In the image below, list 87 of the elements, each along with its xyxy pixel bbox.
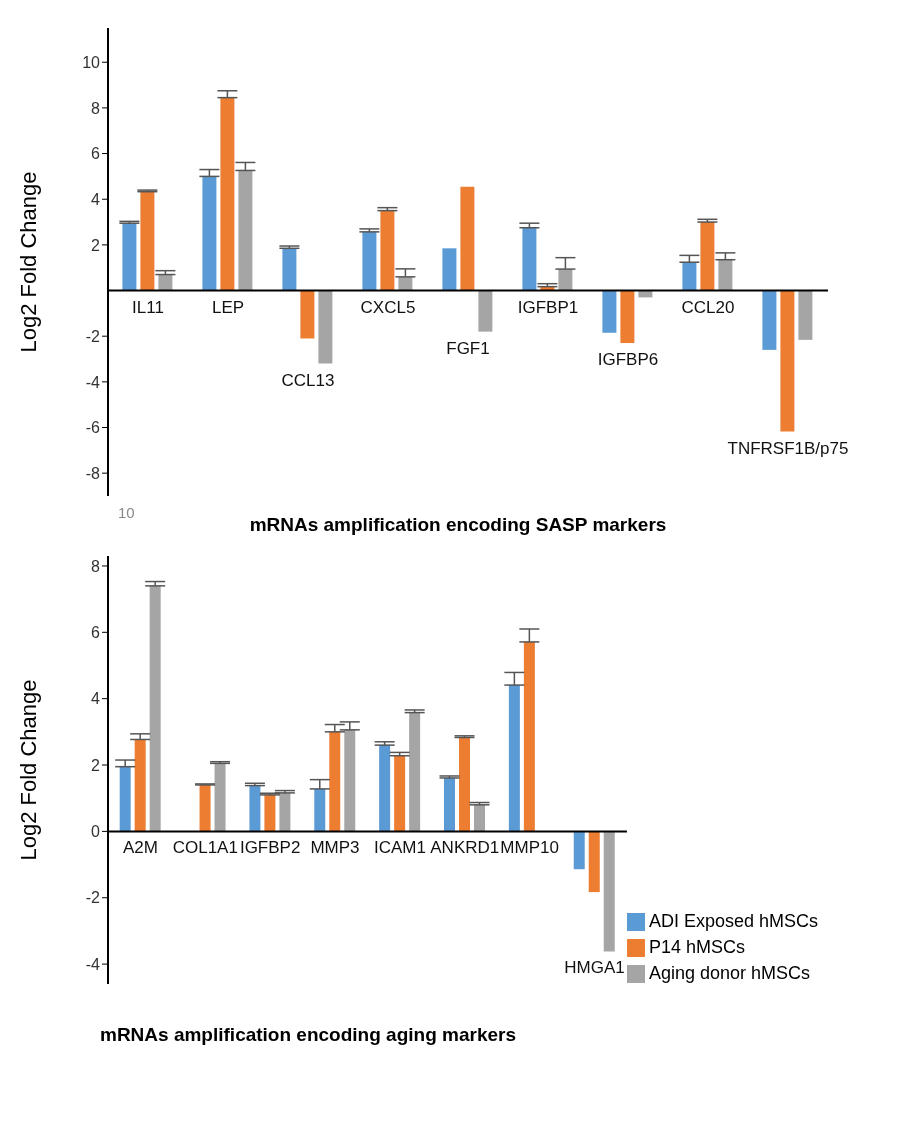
x-tick-label: FGF1 bbox=[446, 338, 490, 358]
x-tick-label: LEP bbox=[211, 297, 245, 317]
legend-label: Aging donor hMSCs bbox=[648, 963, 811, 983]
bar bbox=[134, 739, 146, 832]
bar bbox=[478, 290, 493, 332]
y-axis-title: Log2 Fold Change bbox=[15, 171, 41, 353]
bar bbox=[264, 794, 276, 832]
bar bbox=[314, 788, 326, 832]
x-tick-label: IGFBP2 bbox=[239, 838, 301, 858]
y-tick-label: 2 bbox=[91, 236, 101, 254]
bar bbox=[459, 737, 470, 832]
bar bbox=[603, 831, 615, 952]
bar bbox=[249, 785, 261, 832]
bar bbox=[460, 186, 475, 291]
text: 10 bbox=[118, 504, 135, 521]
y-tick-label: 4 bbox=[91, 190, 101, 208]
bar bbox=[119, 766, 131, 832]
y-tick-label: 6 bbox=[91, 145, 101, 163]
x-tick-label: MMP10 bbox=[500, 838, 559, 858]
bar bbox=[379, 745, 391, 832]
bar bbox=[523, 641, 535, 832]
x-tick-label: IGFBP6 bbox=[597, 350, 659, 370]
bar bbox=[329, 731, 341, 832]
bar bbox=[214, 763, 226, 832]
y-tick-label: 8 bbox=[91, 99, 101, 117]
y-tick-label: -8 bbox=[85, 464, 101, 482]
bar bbox=[238, 170, 253, 291]
text: mRNAs amplification encoding SASP markers bbox=[249, 514, 667, 535]
y-axis-title: Log2 Fold Change bbox=[15, 679, 41, 861]
bar bbox=[380, 210, 395, 291]
x-tick-label: ICAM1 bbox=[373, 838, 426, 858]
y-tick-label: 10 bbox=[82, 53, 101, 71]
y-tick-label: 6 bbox=[91, 623, 101, 641]
y-tick-label: -4 bbox=[85, 955, 101, 973]
bar bbox=[149, 585, 161, 832]
y-tick-label: 0 bbox=[91, 823, 101, 841]
bar bbox=[682, 262, 697, 291]
bar bbox=[573, 831, 585, 870]
bar bbox=[558, 269, 573, 291]
x-tick-label: CXCL5 bbox=[360, 297, 416, 317]
x-tick-label: IGFBP1 bbox=[517, 297, 579, 317]
y-tick-label: -2 bbox=[85, 327, 101, 345]
bar bbox=[158, 274, 173, 291]
bar bbox=[282, 248, 297, 291]
bar bbox=[199, 784, 211, 832]
legend-label: ADI Exposed hMSCs bbox=[648, 911, 818, 931]
x-tick-label: HMGA1 bbox=[564, 958, 625, 978]
y-tick-label: 4 bbox=[91, 690, 101, 708]
bar bbox=[762, 290, 777, 350]
bar bbox=[620, 290, 635, 344]
x-tick-label: COL1A1 bbox=[172, 838, 238, 858]
bar bbox=[122, 223, 137, 291]
y-tick-label: 2 bbox=[91, 756, 101, 774]
bar bbox=[700, 222, 715, 291]
y-tick-label: -2 bbox=[85, 889, 101, 907]
y-tick-label: -4 bbox=[85, 373, 101, 391]
bar bbox=[442, 248, 457, 291]
x-tick-label: IL11 bbox=[132, 297, 164, 317]
bar bbox=[318, 290, 333, 364]
bar bbox=[508, 685, 520, 832]
bar bbox=[220, 97, 235, 291]
bar bbox=[798, 290, 813, 340]
bar bbox=[362, 231, 377, 291]
bar bbox=[522, 227, 537, 291]
bar bbox=[409, 712, 421, 832]
x-tick-label: ANKRD1 bbox=[430, 838, 500, 858]
bar bbox=[718, 259, 733, 291]
bar bbox=[279, 792, 291, 832]
bar bbox=[140, 191, 155, 291]
y-tick-label: 8 bbox=[91, 557, 101, 575]
y-tick-label: -6 bbox=[85, 419, 101, 437]
bar bbox=[344, 729, 356, 832]
bar bbox=[588, 831, 600, 893]
bar bbox=[444, 777, 455, 832]
bar bbox=[202, 176, 217, 291]
bar bbox=[394, 755, 406, 832]
x-tick-label: A2M bbox=[122, 838, 158, 858]
text: mRNAs amplification encoding aging markers bbox=[99, 1024, 517, 1046]
bar bbox=[602, 290, 617, 333]
x-tick-label: CCL13 bbox=[281, 370, 335, 390]
bar bbox=[474, 804, 485, 832]
x-tick-label: CCL20 bbox=[681, 297, 735, 317]
bar bbox=[300, 290, 315, 339]
x-tick-label: TNFRSF1B/p75 bbox=[727, 438, 849, 458]
x-tick-label: MMP3 bbox=[310, 838, 360, 858]
bar bbox=[780, 290, 795, 432]
legend-label: P14 hMSCs bbox=[648, 937, 745, 957]
